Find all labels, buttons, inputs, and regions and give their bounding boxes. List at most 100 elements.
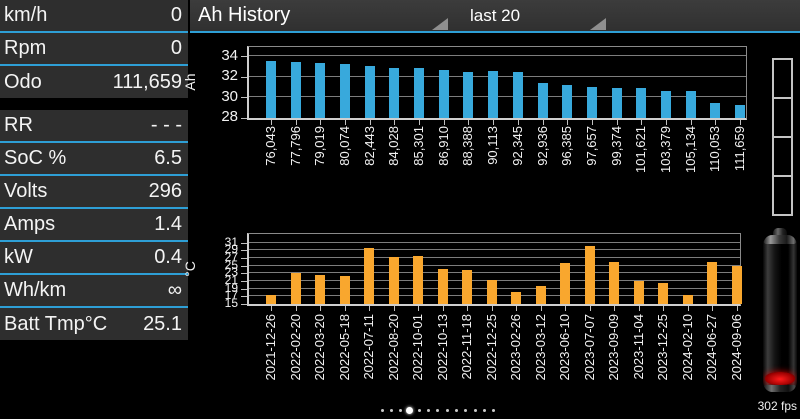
- x-tickmark: [493, 120, 495, 125]
- x-tickmark: [641, 120, 643, 125]
- page-dot-active[interactable]: [406, 406, 414, 414]
- page-dot[interactable]: [436, 408, 440, 412]
- gauge-row-amps[interactable]: Amps 1.4: [0, 209, 188, 242]
- gauge-value: 0: [170, 4, 182, 26]
- temp-bar: [388, 256, 399, 304]
- page-dot[interactable]: [473, 408, 477, 412]
- x-tick-label: 2024-06-27: [704, 314, 719, 381]
- x-tickmark: [567, 120, 569, 125]
- gauge-label: RR: [4, 114, 33, 136]
- page-dot[interactable]: [482, 408, 486, 412]
- x-tick-label: 2022-05-18: [336, 314, 352, 381]
- gauge-row-km-h[interactable]: km/h 0: [0, 0, 188, 33]
- y-tickmark: [241, 76, 247, 78]
- gauge-row-rpm[interactable]: Rpm 0: [0, 33, 188, 66]
- ah-bar: [537, 83, 548, 118]
- x-tickmark: [739, 120, 741, 125]
- y-tick-label: 34: [221, 46, 238, 64]
- x-tickmark: [665, 120, 667, 125]
- page-dot[interactable]: [417, 408, 421, 412]
- x-tickmark: [517, 120, 519, 125]
- gauge-label: Odo: [4, 70, 42, 93]
- y-tick-label: 28: [221, 108, 238, 126]
- gauge-row-rr[interactable]: RR - - -: [0, 110, 188, 143]
- gauge-value: 0.4: [154, 246, 182, 268]
- x-tickmark: [687, 306, 689, 311]
- x-tickmark: [540, 306, 542, 311]
- y-tick-label: 15: [224, 296, 238, 310]
- gauge-row-volts[interactable]: Volts 296: [0, 176, 188, 209]
- y-tickmark: [241, 288, 247, 290]
- temp-bar: [266, 294, 276, 304]
- page-dot[interactable]: [380, 408, 384, 412]
- x-tickmark: [419, 120, 421, 125]
- gauge-value: 25.1: [143, 312, 182, 335]
- ah-bar: [488, 71, 499, 118]
- x-tick-label: 2022-03-20: [312, 314, 327, 381]
- y-tick-label: 23: [224, 265, 238, 280]
- plot-area: [247, 233, 742, 306]
- ah-bar: [463, 71, 474, 118]
- gauge-value: 0: [170, 37, 182, 59]
- x-tickmark: [295, 120, 297, 125]
- x-tickmark: [418, 306, 419, 311]
- gauge-row-wh-km[interactable]: Wh/km ∞: [0, 275, 188, 308]
- y-tick-label: 30: [221, 87, 238, 105]
- y-tickmark: [241, 265, 247, 267]
- gauge-label: Batt Tmp°C: [4, 312, 108, 335]
- spinner-grip-icon: [590, 18, 606, 30]
- page-dot[interactable]: [427, 408, 430, 412]
- temp-bar: [437, 268, 448, 304]
- gauge-panel-bottom: RR - - - SoC % 6.5 Volts 296 Amps 1.4 kW 0.4 Wh/km…: [0, 110, 188, 340]
- y-tickmark: [241, 258, 247, 259]
- range-spinner[interactable]: last 20: [452, 0, 608, 31]
- x-tick-label: 2023-06-10: [557, 314, 572, 381]
- page-dot[interactable]: [464, 408, 468, 412]
- y-tick-label: 19: [224, 280, 238, 295]
- temp-bar: [290, 273, 301, 304]
- x-tickmark: [589, 306, 591, 311]
- page-indicator-dots[interactable]: [0, 403, 800, 417]
- x-tick-label: 2022-02-20: [287, 314, 303, 381]
- temp-bar: [658, 282, 668, 304]
- x-tickmark: [271, 120, 272, 125]
- x-tickmark: [690, 120, 692, 125]
- page-dot[interactable]: [454, 408, 458, 412]
- segment-cell: [772, 175, 793, 216]
- gauge-label: Amps: [4, 213, 56, 235]
- gauge-value: ∞: [167, 279, 182, 301]
- gauge-row-odo[interactable]: Odo 111,659: [0, 66, 188, 98]
- gauge-row-kw[interactable]: kW 0.4: [0, 242, 188, 275]
- gridline: [249, 272, 740, 274]
- battery-rim-bottom: [763, 385, 797, 392]
- gridline: [249, 241, 740, 243]
- x-tickmark: [565, 306, 566, 311]
- x-tickmark: [271, 306, 272, 311]
- page-dot[interactable]: [389, 408, 393, 412]
- x-tickmark: [320, 120, 322, 125]
- page-dot[interactable]: [492, 408, 496, 412]
- gauge-row-soc-[interactable]: SoC % 6.5: [0, 143, 188, 176]
- chart-type-spinner[interactable]: Ah History: [190, 0, 450, 31]
- plot-area: [247, 46, 747, 120]
- ah-bar: [389, 67, 400, 118]
- page-dot[interactable]: [399, 408, 403, 412]
- x-tickmark: [394, 120, 396, 125]
- x-tickmark: [442, 306, 444, 311]
- segment-cell: [772, 97, 793, 138]
- temp-bar: [682, 295, 693, 304]
- y-tick-label: 29: [224, 242, 238, 257]
- gauge-row-batt-tmp-c[interactable]: Batt Tmp°C 25.1: [0, 308, 188, 340]
- x-tick-label: 2023-07-07: [581, 314, 597, 381]
- y-tick-label: 25: [224, 257, 238, 272]
- x-tick-label: 2022-08-20: [385, 314, 401, 381]
- gauge-label: SoC %: [4, 147, 67, 169]
- ah-bar: [438, 69, 449, 118]
- gauge-value: - - -: [150, 114, 182, 136]
- fps-counter: 302 fps: [757, 399, 797, 413]
- page-dot[interactable]: [445, 408, 449, 412]
- x-tick-label: 2022-11-18: [459, 314, 474, 380]
- x-tick-label: 2023-09-09: [606, 314, 621, 381]
